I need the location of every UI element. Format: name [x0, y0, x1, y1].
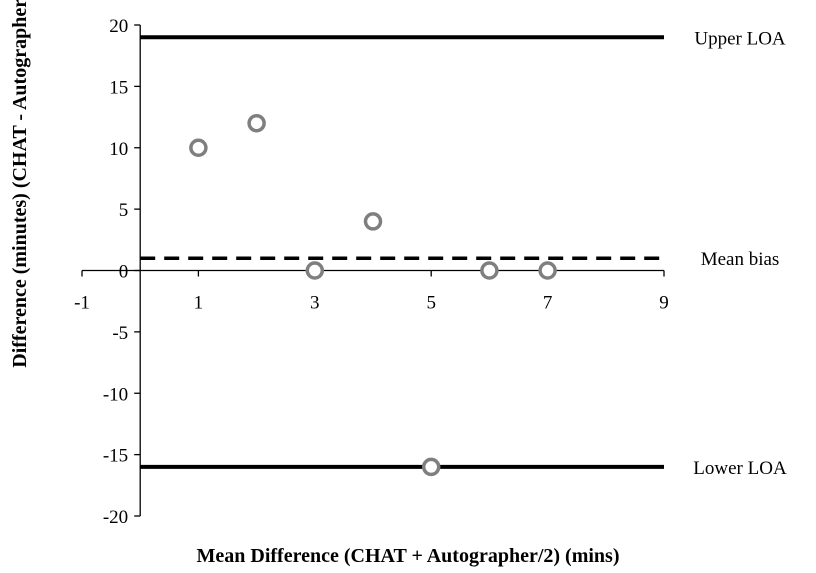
data-point: [247, 113, 266, 133]
y-tick-label: 10: [109, 139, 128, 160]
y-tick-label: 0: [119, 262, 129, 283]
x-tick-label: 7: [543, 293, 553, 314]
y-tick-label: 15: [109, 77, 128, 98]
data-point: [363, 212, 383, 231]
y-tick-label: -15: [103, 446, 128, 467]
x-tick-label: 5: [426, 293, 436, 314]
reference-line-label: Lower LOA: [693, 458, 787, 479]
reference-line-labels: Upper LOA Mean bias Lower LOA: [693, 28, 787, 479]
data-point: [421, 457, 441, 477]
reference-line-label: Mean bias: [701, 249, 780, 270]
x-axis-ticks: -1 1 3 5 7 9: [74, 270, 669, 314]
x-tick-label: 3: [310, 293, 320, 314]
x-tick-label: 1: [194, 293, 204, 314]
y-tick-label: 20: [109, 16, 128, 37]
x-tick-label: -1: [74, 293, 90, 314]
y-axis-title: Difference (minutes) (CHAT - Autographer…: [9, 0, 31, 368]
reference-line-label: Upper LOA: [694, 28, 786, 49]
reference-lines: [140, 35, 664, 469]
data-point: [480, 261, 499, 280]
data-point: [305, 261, 325, 280]
y-tick-label: -20: [103, 507, 128, 528]
y-tick-label: 5: [119, 200, 129, 221]
data-points: [189, 113, 557, 477]
x-axis-title: Mean Difference (CHAT + Autographer/2) (…: [197, 545, 620, 567]
y-axis-ticks: 20 15 10 5 0 -5 -10 -15 -20: [103, 16, 141, 528]
x-tick-label: 9: [659, 293, 669, 314]
data-point: [538, 261, 557, 280]
data-point: [189, 138, 208, 157]
y-tick-label: -5: [112, 323, 128, 344]
y-tick-label: -10: [103, 384, 128, 405]
